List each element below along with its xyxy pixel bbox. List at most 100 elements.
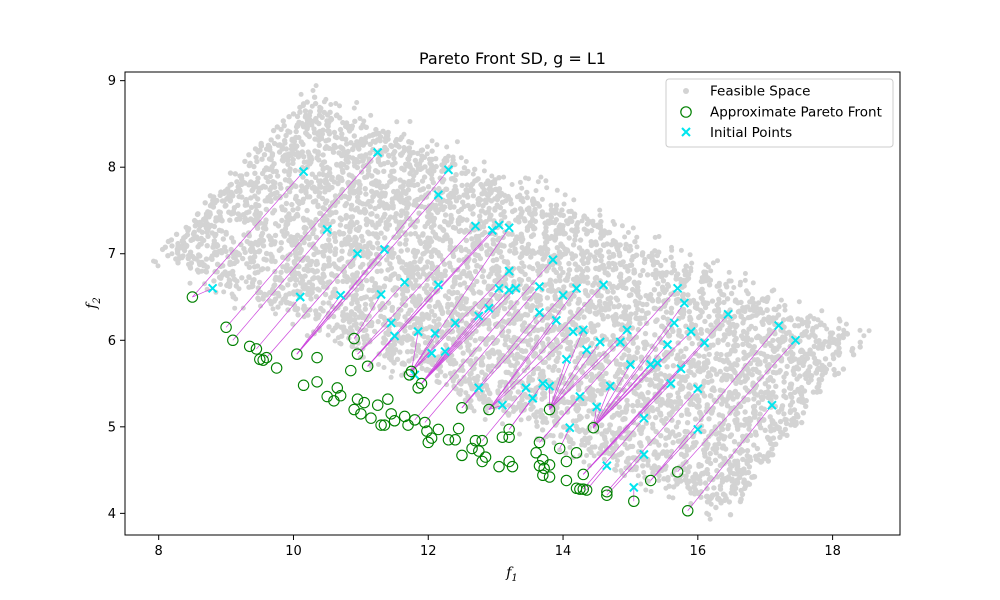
feasible-point (654, 406, 661, 412)
feasible-point (316, 178, 322, 184)
feasible-point (265, 266, 271, 272)
feasible-point (729, 486, 735, 492)
feasible-point (407, 324, 413, 330)
feasible-point (472, 337, 478, 344)
feasible-point (374, 213, 380, 219)
feasible-point (634, 349, 640, 355)
feasible-point (778, 358, 785, 364)
feasible-point (626, 292, 633, 299)
feasible-point (581, 260, 587, 267)
feasible-point (303, 112, 309, 118)
feasible-point (300, 102, 306, 109)
feasible-point (641, 259, 648, 266)
feasible-point (369, 219, 375, 225)
feasible-point (605, 313, 611, 320)
feasible-point (670, 263, 676, 269)
feasible-point (291, 182, 297, 189)
feasible-point (627, 335, 633, 342)
feasible-point (595, 373, 601, 379)
feasible-point (630, 340, 636, 346)
feasible-point (738, 313, 744, 320)
feasible-point (698, 330, 705, 336)
feasible-point (278, 277, 285, 283)
feasible-point (542, 359, 548, 365)
feasible-point (706, 416, 712, 422)
feasible-point (459, 216, 466, 222)
feasible-point (433, 163, 439, 170)
feasible-point (276, 149, 283, 155)
feasible-point (716, 441, 722, 447)
feasible-point (301, 239, 307, 246)
feasible-point (431, 318, 437, 324)
feasible-point (247, 160, 253, 166)
feasible-point (360, 158, 366, 164)
feasible-point (326, 186, 332, 193)
feasible-point (230, 268, 236, 275)
feasible-point (272, 258, 278, 265)
feasible-point (267, 298, 273, 304)
feasible-point (309, 185, 316, 191)
feasible-point (218, 275, 224, 281)
feasible-point (320, 300, 326, 306)
feasible-point (341, 316, 348, 322)
feasible-point (743, 458, 750, 464)
feasible-point (570, 242, 577, 248)
feasible-point (419, 311, 425, 317)
feasible-point (754, 357, 761, 363)
feasible-point (420, 232, 426, 238)
feasible-point (664, 281, 671, 288)
feasible-point (372, 283, 378, 289)
feasible-point (668, 254, 674, 260)
feasible-point (411, 201, 418, 207)
feasible-point (479, 273, 486, 280)
feasible-point (316, 287, 322, 293)
feasible-point (472, 166, 478, 172)
feasible-point (436, 316, 442, 322)
feasible-point (761, 406, 767, 412)
feasible-point (717, 453, 723, 459)
feasible-point (506, 311, 512, 317)
feasible-point (282, 140, 288, 146)
feasible-point (334, 162, 340, 168)
feasible-point (429, 263, 436, 269)
feasible-point (450, 284, 456, 290)
feasible-point (714, 351, 720, 357)
feasible-point (412, 157, 419, 164)
feasible-point (304, 207, 310, 214)
feasible-point (474, 237, 480, 243)
feasible-point (640, 267, 646, 274)
feasible-point (767, 331, 773, 337)
feasible-point (250, 283, 256, 289)
feasible-point (628, 262, 635, 268)
feasible-point (356, 146, 362, 152)
feasible-point (598, 218, 604, 225)
feasible-point (213, 218, 219, 224)
feasible-point (635, 292, 641, 299)
feasible-point (818, 367, 825, 373)
feasible-point (668, 270, 675, 276)
feasible-point (705, 373, 711, 380)
feasible-point (422, 285, 428, 291)
feasible-point (652, 332, 658, 338)
feasible-point (751, 390, 758, 397)
feasible-point (250, 277, 256, 283)
feasible-point (393, 292, 399, 298)
feasible-point (723, 281, 729, 288)
feasible-point (675, 419, 681, 426)
feasible-point (290, 156, 296, 163)
feasible-point (465, 358, 471, 364)
feasible-point (389, 143, 395, 150)
feasible-point (480, 224, 487, 230)
feasible-point (736, 441, 742, 447)
feasible-point (674, 355, 680, 362)
feasible-point (236, 193, 242, 200)
feasible-point (319, 114, 325, 121)
feasible-point (209, 253, 215, 259)
feasible-point (470, 193, 477, 199)
feasible-point (281, 232, 287, 238)
feasible-point (439, 257, 446, 263)
feasible-point (577, 237, 584, 243)
feasible-point (626, 248, 632, 254)
feasible-point (629, 443, 636, 450)
feasible-point (677, 359, 683, 366)
